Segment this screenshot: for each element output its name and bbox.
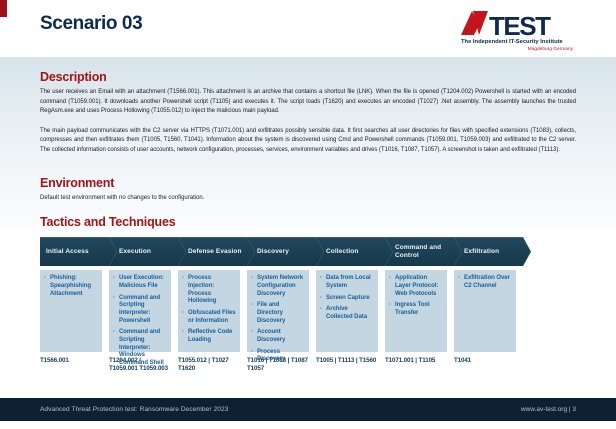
techniques-cell-command-and-control: Application Layer Protocol: Web Protocol… bbox=[385, 270, 447, 353]
technique-ids-collection: T1005 | T1113 | T1560 bbox=[316, 357, 377, 365]
technique-item: Reflective Code Loading bbox=[182, 329, 237, 344]
techniques-cell-discovery: System Network Configuration Discovery F… bbox=[247, 270, 309, 362]
technique-item: User Execution: Malicious File bbox=[113, 275, 168, 290]
description-paragraph-1: The user receives an Email with an attac… bbox=[40, 89, 576, 115]
description-paragraph-2: The main payload communicates with the C… bbox=[40, 127, 576, 153]
technique-ids-exfiltration: T1041 bbox=[454, 357, 472, 365]
avtest-logo-icon: TEST The Independent IT-Security Institu… bbox=[461, 11, 574, 52]
environment-text: Default test environment with no changes… bbox=[40, 194, 205, 201]
technique-item: Account Discovery bbox=[251, 329, 306, 344]
tactic-label: Initial Access bbox=[46, 247, 89, 255]
logo-location: Magdeburg Germany bbox=[528, 46, 574, 52]
description-heading: Description bbox=[40, 70, 107, 84]
logo-brand-text: TEST bbox=[489, 11, 551, 41]
technique-item: Data from Local System bbox=[320, 275, 375, 290]
tactic-header-defense-evasion: Defense Evasion bbox=[178, 237, 255, 267]
tactic-label: Defense Evasion bbox=[188, 247, 242, 255]
tactic-header-exfiltration: Exfiltration bbox=[454, 237, 531, 267]
techniques-cell-execution: User Execution: Malicious File Command a… bbox=[109, 270, 171, 366]
technique-item: Obfuscated Files or Information bbox=[182, 310, 237, 325]
technique-item: Phishing: Spearphishing Attachment bbox=[44, 275, 99, 298]
avtest-logo: TEST The Independent IT-Security Institu… bbox=[458, 8, 576, 57]
logo-tagline: The Independent IT-Security Institute bbox=[461, 39, 564, 45]
footer-url-pagenum[interactable]: www.av-test.org | 3 bbox=[520, 406, 576, 413]
page-header: Scenario 03 TEST The Independent IT-Secu… bbox=[0, 0, 616, 57]
page-footer: Advanced Threat Protection test: Ransomw… bbox=[0, 398, 616, 421]
tactic-header-row: Initial Access Execution Defense Evasion… bbox=[40, 237, 540, 267]
tactic-header-discovery: Discovery bbox=[247, 237, 324, 267]
tactic-header-collection: Collection bbox=[316, 237, 393, 267]
tactic-header-execution: Execution bbox=[109, 237, 186, 267]
technique-ids-command-and-control: T1071.001 | T1105 bbox=[385, 357, 436, 365]
technique-item: Ingress Tool Transfer bbox=[389, 302, 444, 317]
technique-item: Screen Capture bbox=[320, 295, 375, 303]
page-title: Scenario 03 bbox=[40, 13, 143, 34]
techniques-cell-defense-evasion: Process Injection: Process Hollowing Obf… bbox=[178, 270, 240, 353]
tactics-heading: Tactics and Techniques bbox=[40, 215, 176, 230]
technique-item: Command and Scripting Interpreter: Power… bbox=[113, 295, 168, 326]
technique-ids-defense-evasion: T1055.012 | T1027 T1620 bbox=[178, 357, 229, 373]
tactic-label: Command and Control bbox=[395, 244, 442, 259]
tactic-label: Execution bbox=[119, 247, 151, 255]
tactic-label: Discovery bbox=[257, 247, 289, 255]
techniques-cell-collection: Data from Local System Screen Capture Ar… bbox=[316, 270, 378, 353]
environment-heading: Environment bbox=[40, 175, 115, 190]
tactic-header-command-and-control: Command and Control bbox=[385, 237, 462, 267]
tactics-table: Initial Access Execution Defense Evasion… bbox=[40, 237, 540, 373]
technique-item: Archive Collected Data bbox=[320, 306, 375, 321]
tactic-label: Exfiltration bbox=[464, 247, 500, 255]
technique-item: Application Layer Protocol: Web Protocol… bbox=[389, 275, 444, 298]
technique-item: File and Directory Discovery bbox=[251, 302, 306, 325]
techniques-cell-exfiltration: Exfiltration Over C2 Channel bbox=[454, 270, 516, 353]
technique-item: System Network Configuration Discovery bbox=[251, 275, 306, 298]
technique-item: Command and Scripting Interpreter: Windo… bbox=[113, 329, 168, 367]
footer-report-title: Advanced Threat Protection test: Ransomw… bbox=[40, 406, 229, 413]
tactic-label: Collection bbox=[326, 247, 359, 255]
corner-flag bbox=[0, 0, 7, 17]
technique-item: Process Discovery bbox=[251, 349, 306, 364]
technique-item: Exfiltration Over C2 Channel bbox=[458, 275, 513, 290]
technique-cells-row: Phishing: Spearphishing Attachment User … bbox=[40, 270, 540, 366]
bottom-margin bbox=[0, 421, 616, 429]
technique-ids-initial-access: T1566.001 bbox=[40, 357, 69, 365]
content-area: Description The user receives an Email w… bbox=[0, 57, 616, 398]
tactic-header-initial-access: Initial Access bbox=[40, 237, 117, 267]
technique-item: Process Injection: Process Hollowing bbox=[182, 275, 237, 306]
techniques-cell-initial-access: Phishing: Spearphishing Attachment bbox=[40, 270, 102, 353]
